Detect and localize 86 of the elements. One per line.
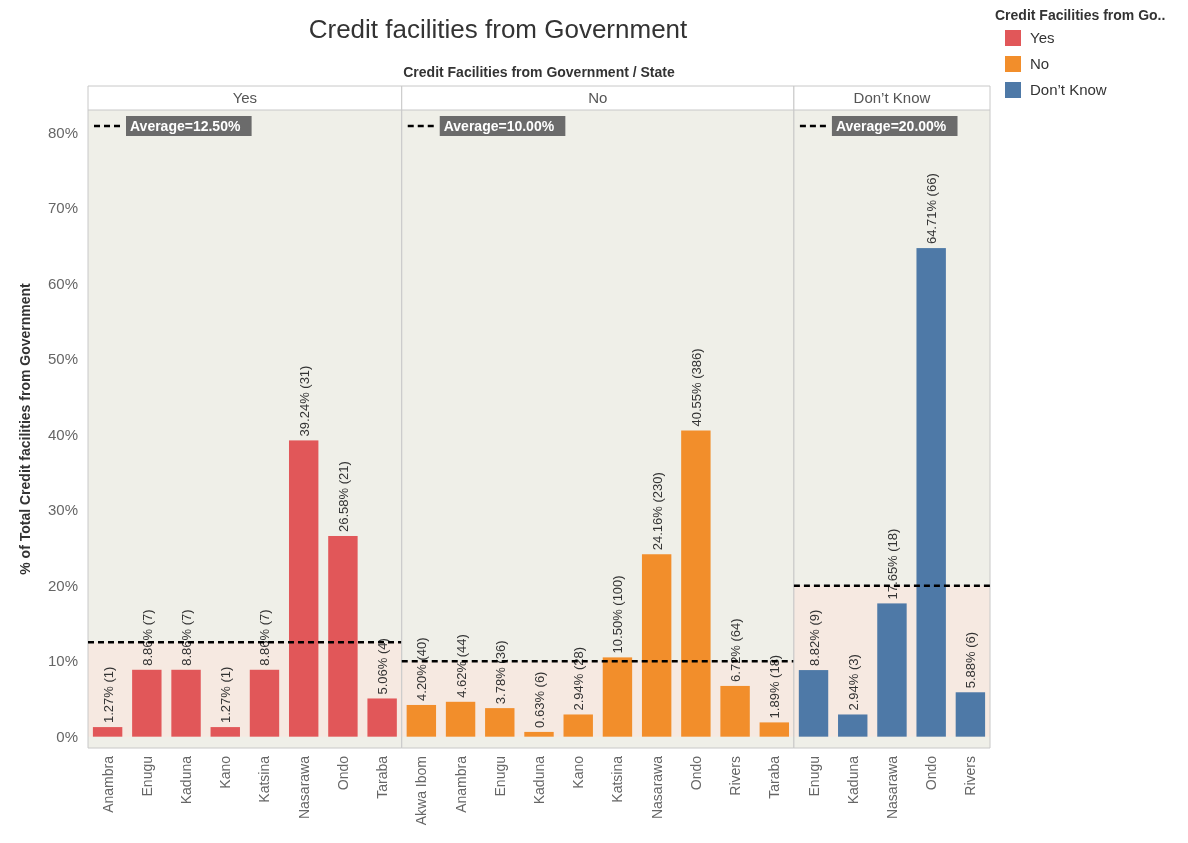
y-tick-label: 70%: [47, 199, 78, 217]
data-label: 1.27% (1): [100, 666, 116, 724]
x-tick-label: Kaduna: [178, 755, 195, 805]
bar: [602, 657, 633, 737]
y-tick-label: 10%: [47, 652, 78, 670]
bar: [406, 704, 437, 737]
legend-label: Average=20.00%: [835, 118, 947, 134]
y-tick-label: 0%: [56, 727, 78, 745]
bar: [798, 670, 829, 737]
bar: [328, 535, 358, 737]
x-tick-label: Ondo: [687, 755, 704, 791]
text: Credit facilities from Government: [308, 14, 689, 44]
legend-label: Average=12.50%: [130, 118, 241, 134]
bar: [445, 701, 476, 737]
bar: [132, 669, 162, 737]
bar: [171, 669, 201, 737]
data-label: 24.16% (230): [649, 472, 665, 551]
data-label: 4.20% (40): [414, 637, 430, 701]
x-tick-label: Enugu: [805, 756, 822, 797]
x-tick-label: Kaduna: [844, 755, 861, 805]
data-label: 2.94% (3): [845, 654, 861, 711]
x-tick-label: Akwa Ibom: [413, 756, 430, 826]
x-tick-label: Kano: [570, 755, 587, 789]
bar: [92, 727, 123, 737]
x-tick-label: Ondo: [923, 755, 940, 791]
y-tick-label: 50%: [47, 350, 78, 368]
x-tick-label: Nasarawa: [295, 755, 312, 820]
bar: [641, 554, 672, 737]
x-tick-label: Rivers: [727, 756, 744, 796]
legend-title: Credit Facilities from Go..: [995, 7, 1166, 23]
x-tick-label: Nasarawa: [883, 755, 900, 820]
x-axis-title: Credit Facilities from Government / State: [403, 64, 675, 80]
x-tick-label: Katsina: [256, 755, 273, 803]
x-tick-label: Katsina: [609, 755, 626, 803]
data-label: 6.72% (64): [728, 618, 744, 682]
x-tick-label: Taraba: [374, 755, 391, 799]
bar: [759, 722, 790, 737]
data-label: 17.65% (18): [884, 528, 900, 600]
text: Yes: [232, 89, 258, 106]
text: Don’t Know: [853, 89, 931, 106]
x-tick-label: Anambra: [99, 755, 116, 813]
bar: [210, 727, 240, 737]
bar: [720, 685, 750, 737]
data-label: 5.06% (4): [375, 638, 391, 695]
data-label: 8.86% (7): [257, 609, 273, 666]
bar: [916, 248, 946, 737]
bar: [838, 714, 868, 737]
data-label: 0.63% (6): [532, 671, 547, 728]
y-tick-label: 80%: [47, 123, 78, 141]
y-tick-label: 60%: [47, 274, 78, 292]
x-tick-label: Nasarawa: [648, 755, 665, 820]
data-label: 5.88% (6): [963, 631, 979, 689]
data-label: 64.71% (66): [924, 173, 940, 245]
bar: [485, 708, 515, 737]
x-tick-label: Enugu: [138, 756, 155, 797]
bar: [681, 430, 711, 737]
data-label: 39.24% (31): [296, 365, 312, 437]
legend-label: Yes: [1030, 29, 1055, 46]
x-tick-label: Ondo: [334, 755, 351, 791]
data-label: 40.55% (386): [688, 348, 704, 427]
bar: [877, 603, 907, 737]
legend-label: Don’t Know: [1030, 81, 1107, 98]
y-tick-label: 40%: [47, 425, 78, 443]
legend-label: Average=10.00%: [443, 118, 555, 134]
data-label: 26.58% (21): [335, 461, 351, 532]
data-label: 8.82% (9): [806, 609, 822, 667]
legend-label: No: [1030, 55, 1050, 72]
x-tick-label: Kano: [217, 755, 234, 789]
y-axis-title: % of Total Credit facilities from Government: [17, 282, 33, 575]
y-tick-label: 20%: [47, 576, 78, 594]
data-label: 10.50% (100): [610, 575, 626, 654]
bar: [955, 692, 986, 737]
bar: [249, 669, 280, 737]
x-tick-label: Taraba: [766, 755, 783, 799]
text: No: [588, 89, 608, 106]
x-tick-label: Kaduna: [531, 755, 547, 805]
y-tick-label: 30%: [47, 501, 78, 519]
bar: [367, 698, 397, 737]
bar: [563, 714, 593, 737]
bar: [288, 440, 319, 737]
x-tick-label: Anambra: [452, 755, 469, 813]
data-label: 1.27% (1): [218, 666, 234, 724]
x-tick-label: Rivers: [962, 756, 979, 796]
bar: [524, 731, 554, 737]
x-tick-label: Enugu: [491, 756, 508, 797]
data-label: 4.62% (44): [453, 634, 469, 698]
